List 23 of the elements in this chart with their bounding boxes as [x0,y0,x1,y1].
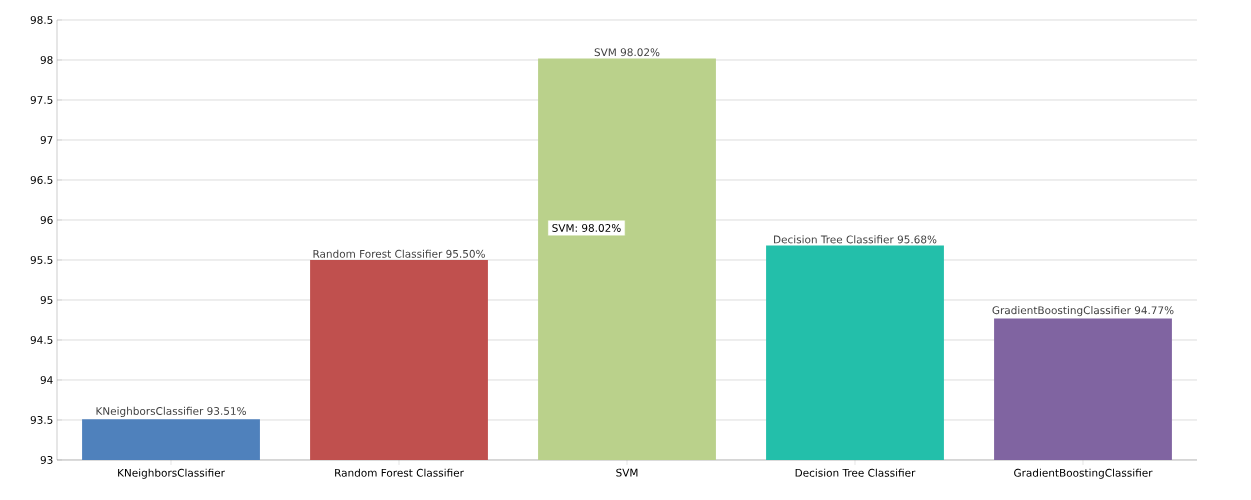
x-tick-label: Random Forest Classifier [335,468,464,477]
x-tick-label: SVM [616,468,638,477]
y-tick-label: 93.5 [30,416,53,424]
y-tick-label: 98.5 [30,16,53,24]
x-tick-label: Decision Tree Classifier [795,468,916,477]
y-tick-label: 96 [40,216,53,224]
y-tick-label: 94 [40,376,53,384]
annotation: SVM: 98.02% [552,224,621,232]
data-label: SVM 98.02% [594,48,660,57]
y-tick-label: 94.5 [30,336,53,344]
data-label: GradientBoostingClassifier 94.77% [992,306,1174,317]
y-tick-label: 96.5 [30,176,53,184]
x-tick-label: GradientBoostingClassifier [1014,468,1153,479]
y-tick-label: 98 [40,56,53,64]
data-label: Random Forest Classifier 95.50% [313,249,485,258]
y-tick-label: 93 [40,456,53,464]
y-tick-label: 95.5 [30,256,53,264]
y-tick-label: 97.5 [30,96,53,104]
y-tick-label: 95 [40,296,53,304]
data-label: KNeighborsClassifier 93.51% [96,406,246,417]
data-label: Decision Tree Classifier 95.68% [774,235,937,244]
y-tick-label: 97 [40,136,53,144]
x-tick-label: KNeighborsClassifier [118,468,225,479]
